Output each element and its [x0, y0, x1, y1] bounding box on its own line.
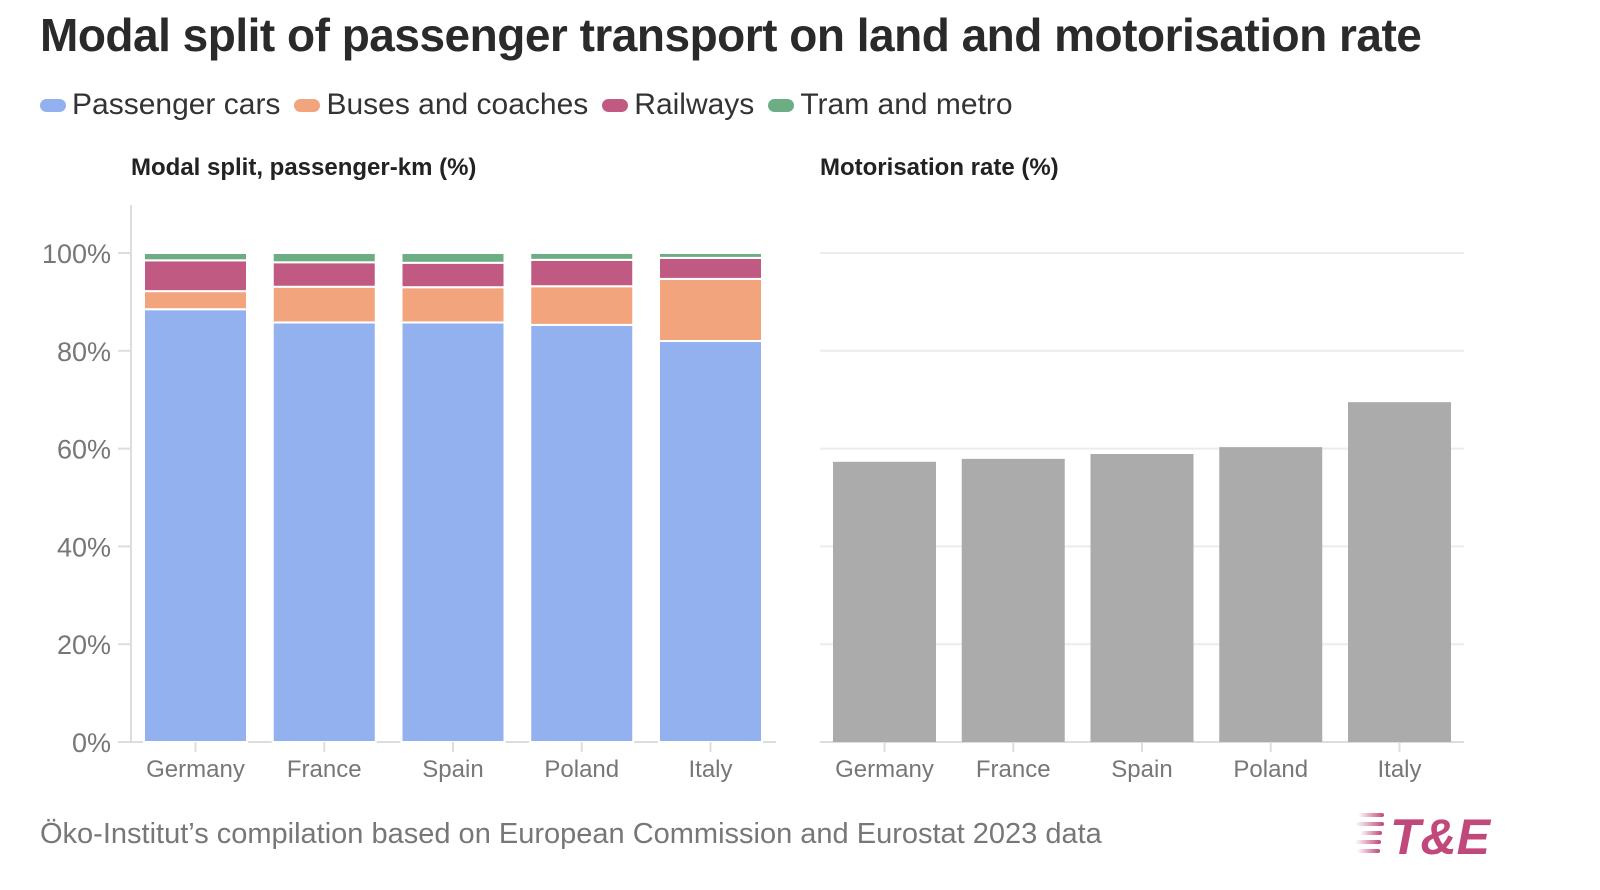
modal-split-x-tick-label: Germany [146, 756, 245, 783]
motorisation-x-tick-label: France [976, 756, 1051, 783]
motorisation-x-tick-label: Italy [1377, 756, 1421, 783]
bar-railways-poland [529, 258, 635, 288]
motorisation-bar-germany [833, 461, 936, 742]
bar-railways-italy [658, 256, 763, 280]
bar-passenger-cars-italy [658, 340, 763, 743]
motorisation-x-tick-label: Germany [835, 756, 934, 783]
legend: Passenger cars Buses and coaches Railway… [40, 88, 1027, 122]
modal-split-y-tick-label: 80% [57, 337, 111, 367]
motorisation-bar-italy [1348, 402, 1451, 742]
bar-buses-and-coaches-germany [143, 290, 248, 311]
source-note: Öko-Institut’s compilation based on Euro… [40, 818, 1102, 850]
bar-tram-and-metro-germany [143, 252, 248, 262]
legend-item-tram-and-metro: Tram and metro [768, 88, 1013, 122]
legend-label-buses-and-coaches: Buses and coaches [326, 88, 589, 121]
bar-railways-france [271, 261, 377, 288]
motorisation-bar-poland [1219, 447, 1323, 742]
bar-buses-and-coaches-poland [529, 285, 635, 326]
legend-swatch-buses-and-coaches [294, 98, 321, 112]
modal-split-y-tick-label: 60% [57, 435, 111, 465]
bar-railways-spain [400, 261, 506, 289]
legend-item-railways: Railways [602, 88, 754, 122]
modal-split-x-tick-label: France [287, 756, 362, 783]
bar-tram-and-metro-france [271, 252, 377, 264]
bar-passenger-cars-germany [143, 308, 248, 743]
legend-item-passenger-cars: Passenger cars [40, 88, 280, 122]
modal-split-y-tick-label: 40% [57, 532, 111, 562]
chart-title: Modal split of passenger transport on la… [40, 9, 1422, 61]
bar-tram-and-metro-spain [400, 252, 506, 264]
legend-label-passenger-cars: Passenger cars [72, 88, 281, 121]
motorisation-bar-france [961, 458, 1065, 742]
bar-buses-and-coaches-spain [400, 286, 506, 324]
bar-tram-and-metro-poland [529, 252, 635, 261]
modal-split-x-tick-label: Poland [544, 756, 619, 783]
bar-passenger-cars-spain [400, 321, 506, 743]
legend-swatch-tram-and-metro [768, 98, 795, 112]
logo-speed-lines-icon [1355, 813, 1384, 853]
legend-label-railways: Railways [634, 88, 755, 121]
bar-railways-germany [143, 259, 248, 293]
legend-swatch-railways [602, 98, 629, 112]
modal-split-y-tick-label: 20% [57, 630, 111, 660]
motorisation-bar-spain [1090, 453, 1194, 742]
modal-split-panel-title: Modal split, passenger-km (%) [131, 154, 477, 181]
legend-label-tram-and-metro: Tram and metro [800, 88, 1013, 121]
bar-buses-and-coaches-france [271, 285, 377, 324]
bar-passenger-cars-poland [529, 323, 635, 743]
legend-swatch-passenger-cars [40, 98, 66, 112]
motorisation-x-tick-label: Poland [1233, 756, 1308, 783]
modal-split-x-tick-label: Italy [688, 756, 732, 783]
bar-buses-and-coaches-italy [658, 277, 763, 343]
te-logo: T&E [1355, 809, 1492, 864]
motorisation-x-tick-label: Spain [1111, 756, 1172, 783]
bar-tram-and-metro-italy [658, 252, 763, 259]
modal-split-y-tick-label: 0% [72, 728, 111, 758]
logo-text: T&E [1390, 809, 1492, 864]
bar-passenger-cars-france [271, 321, 377, 743]
legend-item-buses-and-coaches: Buses and coaches [294, 88, 588, 122]
modal-split-y-tick-label: 100% [42, 239, 111, 269]
modal-split-x-tick-label: Spain [422, 756, 483, 783]
motorisation-panel-title: Motorisation rate (%) [820, 154, 1059, 181]
